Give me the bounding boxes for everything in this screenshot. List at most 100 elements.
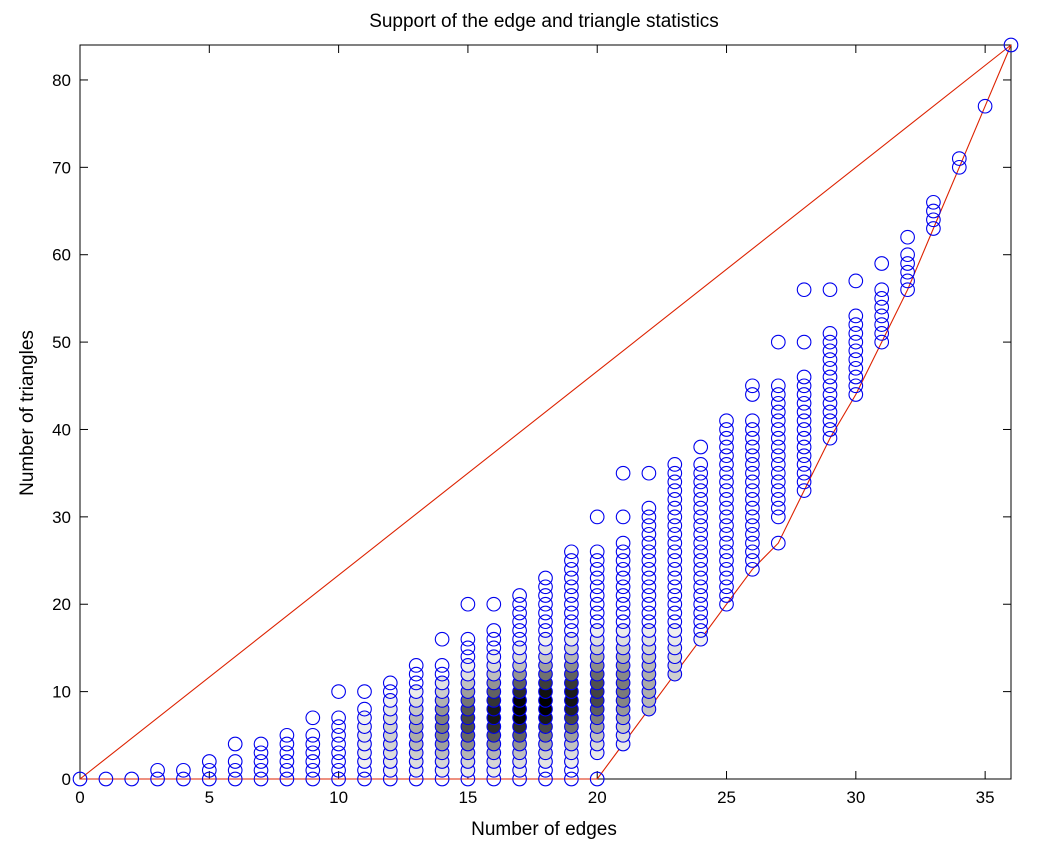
data-point <box>564 544 579 560</box>
data-point <box>564 570 579 586</box>
data-point <box>822 360 838 376</box>
data-point <box>770 387 786 402</box>
data-point <box>331 736 346 752</box>
data-point <box>900 247 915 263</box>
data-point <box>667 474 683 490</box>
data-point <box>796 439 812 455</box>
data-point <box>357 771 372 787</box>
data-point <box>719 413 734 429</box>
data-point <box>745 518 760 533</box>
data-point <box>770 465 786 481</box>
data-point <box>719 465 734 481</box>
data-point <box>589 605 605 621</box>
data-point <box>512 614 527 630</box>
data-point <box>512 596 527 612</box>
data-point <box>564 771 579 787</box>
data-point <box>719 483 734 498</box>
data-point <box>434 631 450 647</box>
data-point <box>279 754 295 769</box>
data-point <box>357 710 372 726</box>
data-point <box>615 614 631 630</box>
x-tick-label: 25 <box>717 788 736 807</box>
data-point <box>641 570 657 586</box>
data-point <box>745 500 760 516</box>
data-point <box>538 631 553 647</box>
data-point <box>874 334 890 350</box>
data-point <box>486 631 502 647</box>
data-point <box>615 579 631 595</box>
data-point <box>667 483 683 498</box>
data-point <box>201 762 217 778</box>
data-point <box>745 561 760 577</box>
y-tick-label: 80 <box>52 71 71 90</box>
data-point <box>331 771 346 787</box>
data-point <box>667 457 683 472</box>
x-tick-label: 10 <box>329 788 348 807</box>
data-point <box>564 631 579 647</box>
data-point <box>745 448 760 464</box>
data-point <box>667 535 683 551</box>
data-point <box>822 343 838 359</box>
data-point <box>641 526 657 542</box>
data-point <box>745 553 760 568</box>
data-point <box>951 151 967 166</box>
data-point <box>822 326 838 341</box>
data-point <box>770 509 786 525</box>
data-point <box>848 317 864 332</box>
data-point <box>770 334 786 350</box>
data-point <box>564 561 579 577</box>
data-point <box>848 378 864 394</box>
data-point <box>770 413 786 429</box>
data-point <box>796 387 812 402</box>
data-point <box>796 483 812 498</box>
data-point <box>796 282 812 298</box>
data-point <box>538 579 553 595</box>
data-point <box>693 588 709 603</box>
data-point <box>279 762 295 778</box>
data-point <box>693 623 709 638</box>
data-point <box>408 675 424 691</box>
data-point <box>641 623 657 638</box>
data-point <box>641 509 657 525</box>
data-point <box>615 623 631 638</box>
data-point <box>589 771 605 787</box>
data-point <box>848 369 864 385</box>
data-point <box>512 588 527 603</box>
data-point <box>693 605 709 621</box>
data-point <box>279 727 295 743</box>
data-point <box>486 596 502 612</box>
data-point <box>693 439 709 455</box>
data-point <box>124 771 140 787</box>
data-point <box>305 710 321 726</box>
data-point <box>770 474 786 490</box>
data-point <box>693 492 709 507</box>
data-point <box>667 492 683 507</box>
data-point <box>770 492 786 507</box>
data-point <box>719 430 734 446</box>
x-tick-label: 0 <box>75 788 84 807</box>
data-point <box>926 194 941 210</box>
data-point <box>538 588 553 603</box>
data-point <box>848 334 864 350</box>
data-point <box>227 771 243 787</box>
data-point <box>408 684 424 699</box>
data-point <box>822 413 838 429</box>
data-point <box>796 465 812 481</box>
data-point <box>641 614 657 630</box>
data-point <box>460 658 476 673</box>
data-point <box>796 474 812 490</box>
data-point <box>796 369 812 385</box>
data-point <box>719 579 734 595</box>
chart-title: Support of the edge and triangle statist… <box>369 11 719 32</box>
data-point <box>615 605 631 621</box>
data-point <box>641 588 657 603</box>
data-point <box>719 535 734 551</box>
data-point <box>693 596 709 612</box>
data-point <box>227 754 243 769</box>
data-point <box>615 570 631 586</box>
y-tick-label: 0 <box>62 770 71 789</box>
y-tick-label: 50 <box>52 333 71 352</box>
data-point <box>641 544 657 560</box>
data-point <box>538 623 553 638</box>
data-point <box>848 273 864 289</box>
